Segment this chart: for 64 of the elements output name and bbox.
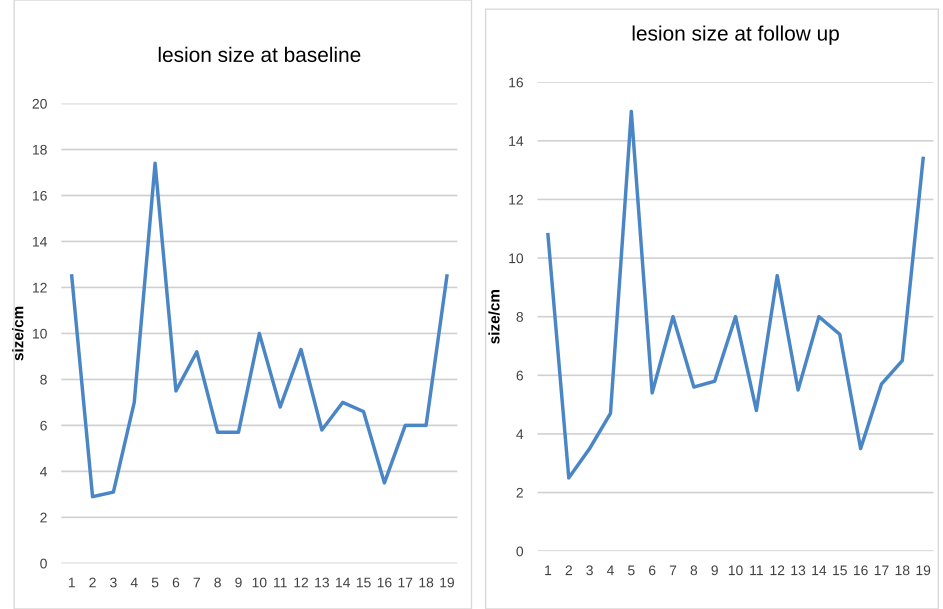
x-tick-label: 8 [690, 565, 698, 576]
x-tick-label: 17 [874, 566, 888, 576]
x-tick-label: 13 [791, 565, 806, 576]
y-tick-label: 14 [509, 136, 524, 146]
x-tick-label: 18 [896, 565, 910, 576]
y-tick-label: 2 [516, 488, 523, 498]
x-tick-label: 13 [315, 578, 329, 588]
y-tick-label: 4 [40, 466, 47, 476]
x-tick-label: 6 [172, 578, 180, 588]
y-tick-label: 10 [509, 253, 524, 264]
y-tick-label: 10 [33, 328, 47, 339]
y-tick-label: 0 [40, 558, 47, 568]
x-tick-label: 5 [152, 578, 158, 588]
x-tick-label: 11 [274, 578, 287, 588]
x-tick-label: 6 [649, 565, 656, 576]
x-tick-label: 14 [812, 566, 826, 576]
x-tick-label: 7 [670, 566, 676, 576]
x-tick-label: 15 [356, 578, 371, 588]
x-tick-label: 19 [440, 578, 454, 588]
x-tick-label: 11 [750, 566, 763, 576]
y-tick-label: 14 [33, 236, 47, 246]
x-tick-label: 12 [770, 565, 784, 576]
y-tick-label: 16 [33, 190, 47, 201]
x-tick-label: 1 [545, 566, 552, 576]
x-tick-label: 19 [916, 565, 930, 576]
x-tick-label: 7 [194, 578, 200, 588]
y-axis-title: size/cm [12, 306, 24, 360]
x-tick-label: 15 [833, 566, 847, 576]
chart-title: lesion size at follow up [632, 25, 839, 45]
chart-title: lesion size at baseline [158, 46, 360, 62]
y-tick-label: 6 [516, 370, 524, 380]
y-tick-label: 8 [40, 374, 47, 385]
y-tick-label: 20 [32, 98, 47, 109]
y-tick-label: 0 [516, 546, 524, 556]
x-tick-label: 17 [398, 578, 412, 588]
x-tick-label: 4 [606, 566, 614, 576]
x-tick-label: 2 [566, 565, 572, 576]
x-tick-label: 9 [711, 565, 718, 576]
x-tick-label: 4 [130, 578, 138, 588]
x-tick-label: 2 [89, 578, 96, 588]
x-tick-label: 9 [235, 578, 242, 588]
x-tick-label: 3 [586, 565, 593, 576]
x-tick-label: 14 [336, 578, 350, 588]
y-tick-label: 12 [33, 282, 47, 292]
y-tick-label: 8 [516, 312, 524, 322]
x-tick-label: 18 [419, 578, 434, 588]
x-tick-label: 16 [378, 578, 392, 588]
y-tick-label: 4 [516, 429, 524, 439]
x-tick-label: 10 [252, 578, 267, 588]
line-series [546, 110, 925, 480]
x-tick-label: 10 [728, 565, 743, 576]
line-series [70, 162, 449, 498]
x-tick-label: 3 [110, 578, 117, 588]
x-tick-label: 1 [68, 578, 75, 588]
x-tick-label: 16 [854, 565, 868, 576]
x-tick-label: 5 [628, 566, 635, 576]
y-axis-title: size/cm [488, 290, 500, 344]
x-tick-label: 8 [214, 578, 221, 588]
x-tick-label: 12 [294, 578, 308, 588]
y-tick-label: 12 [509, 194, 523, 204]
y-tick-label: 18 [33, 144, 47, 155]
y-tick-label: 6 [40, 420, 47, 431]
y-tick-label: 16 [509, 78, 524, 88]
y-tick-label: 2 [40, 512, 47, 522]
